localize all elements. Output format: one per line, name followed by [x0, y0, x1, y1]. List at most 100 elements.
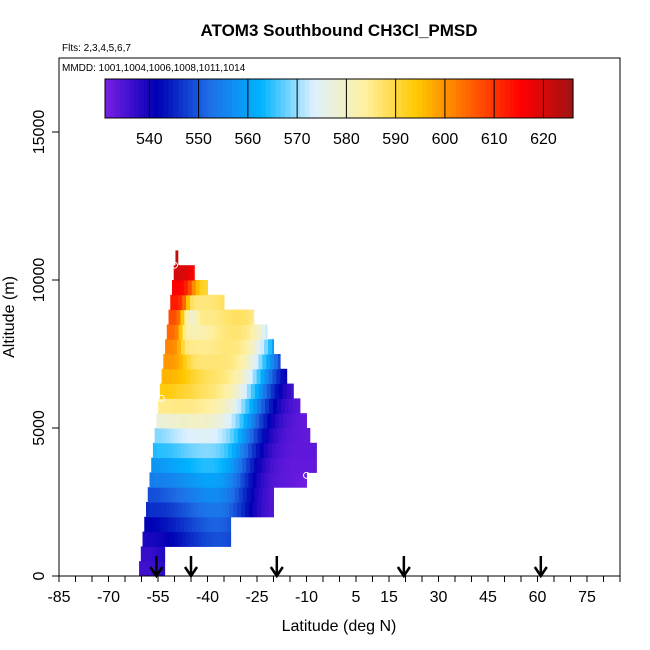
- heatmap-cell: [209, 502, 214, 518]
- heatmap-cell: [229, 531, 232, 547]
- heatmap-cell: [270, 354, 275, 370]
- heatmap-cell: [175, 383, 181, 399]
- x-tick-label: -55: [146, 589, 169, 606]
- heatmap-cell: [183, 383, 189, 399]
- colorbar-tick-label: 590: [382, 131, 409, 148]
- heatmap-cell: [229, 502, 234, 518]
- heatmap-cell: [252, 368, 258, 385]
- heatmap-cell: [219, 383, 224, 399]
- heatmap-cell: [188, 309, 193, 325]
- colorbar-segment: [256, 79, 262, 118]
- heatmap-cell: [247, 309, 253, 325]
- heatmap-cell: [210, 428, 215, 444]
- heatmap-cell: [156, 516, 161, 533]
- colorbar-segment: [563, 79, 569, 118]
- y-tick-label: 10000: [31, 258, 48, 303]
- colorbar-segment: [144, 79, 150, 118]
- heatmap-cell: [168, 309, 173, 325]
- heatmap-cell: [156, 546, 162, 562]
- heatmap-cell: [218, 354, 224, 370]
- heatmap-cell: [224, 442, 229, 459]
- heatmap-cell: [190, 531, 195, 547]
- heatmap-cell: [167, 354, 172, 370]
- heatmap-cell: [244, 368, 250, 385]
- heatmap-cell: [179, 487, 184, 503]
- heatmap-cell: [265, 398, 270, 414]
- heatmap-cell: [219, 487, 224, 503]
- heatmap-cell: [207, 413, 213, 429]
- heatmap-cell: [153, 472, 158, 488]
- colorbar-segment: [226, 79, 233, 118]
- heatmap-cell: [166, 531, 171, 547]
- heatmap-cell: [271, 339, 274, 355]
- heatmap-cell: [187, 280, 193, 296]
- heatmap-cell: [204, 442, 209, 459]
- heatmap-cell: [195, 487, 200, 503]
- heatmap-cell: [270, 383, 276, 399]
- sample-marker: [157, 394, 165, 402]
- heatmap-cell: [226, 487, 232, 503]
- heatmap-cell: [288, 472, 293, 488]
- heatmap-cell: [229, 428, 235, 444]
- heatmap-cell: [206, 457, 212, 473]
- heatmap-cell: [271, 442, 277, 459]
- heatmap-cell: [188, 339, 194, 355]
- heatmap-cell: [172, 309, 177, 325]
- heatmap-cell: [193, 398, 199, 414]
- heatmap-cell: [262, 383, 268, 399]
- heatmap-cell: [234, 487, 240, 503]
- heatmap-cell: [157, 472, 162, 488]
- colorbar-segment: [553, 79, 559, 118]
- heatmap-cell: [236, 339, 241, 355]
- heatmap-cell: [160, 516, 165, 533]
- heatmap-cell: [177, 398, 183, 414]
- heatmap-cell: [200, 339, 206, 355]
- heatmap-cell: [215, 383, 220, 399]
- colorbar-segment: [436, 79, 442, 118]
- heatmap-cell: [186, 531, 191, 547]
- colorbar-segment: [378, 79, 384, 118]
- colorbar-segment: [446, 79, 452, 118]
- heatmap-cell: [235, 413, 241, 429]
- heatmap-cell: [191, 516, 197, 533]
- heatmap-cell: [223, 413, 229, 429]
- heatmap-cell: [203, 516, 209, 533]
- heatmap-cell: [152, 546, 158, 562]
- heatmap-cell: [208, 442, 213, 459]
- heatmap-cell: [146, 531, 151, 547]
- colorbar-segment: [173, 79, 179, 118]
- heatmap-cell: [271, 413, 276, 429]
- heatmap-cell: [153, 502, 159, 518]
- heatmap-cell: [163, 487, 169, 503]
- heatmap-cells: [139, 250, 360, 577]
- colorbar-segment: [339, 79, 345, 118]
- heatmap-cell: [244, 442, 249, 459]
- heatmap-cell: [208, 309, 213, 325]
- heatmap-cell: [222, 457, 227, 473]
- heatmap-cell: [169, 502, 175, 518]
- heatmap-cell: [197, 368, 202, 385]
- colorbar-segment: [465, 79, 472, 118]
- heatmap-cell: [218, 428, 223, 444]
- colorbar-segment: [353, 79, 360, 118]
- heatmap-cell: [301, 428, 306, 444]
- heatmap-cell: [237, 502, 242, 518]
- heatmap-cell: [272, 398, 278, 414]
- sample-marker: [352, 480, 360, 488]
- flight-arrow-head: [396, 566, 411, 579]
- colorbar-segment: [217, 79, 223, 118]
- heatmap-cell: [222, 487, 228, 503]
- heatmap-cell: [189, 472, 194, 488]
- heatmap-cell: [173, 368, 178, 385]
- heatmap-cell: [244, 472, 249, 488]
- heatmap-cell: [216, 472, 222, 488]
- heatmap-cell: [194, 457, 200, 473]
- y-axis: 0 5000 10000 15000: [31, 110, 59, 580]
- heatmap-cell: [243, 383, 248, 399]
- heatmap-cell: [250, 383, 256, 399]
- heatmap-cell: [171, 383, 177, 399]
- colorbar-segment: [397, 79, 403, 118]
- heatmap-cell: [213, 531, 219, 547]
- colorbar-segment: [280, 79, 286, 118]
- heatmap-cell: [187, 354, 192, 370]
